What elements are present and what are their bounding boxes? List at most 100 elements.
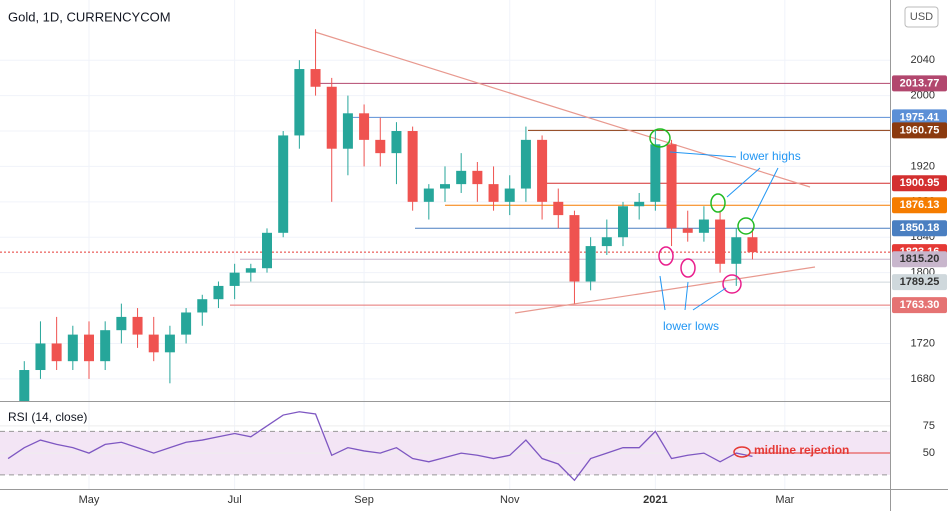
candle-body: [375, 139, 386, 154]
candle-body: [423, 188, 434, 202]
candle-body: [666, 144, 677, 229]
level-label: 1789.25: [900, 276, 940, 288]
pointer: [692, 287, 727, 311]
candle-body: [440, 184, 450, 189]
candle-body: [488, 184, 499, 202]
rsi-pane: [0, 411, 890, 482]
candle-body: [229, 272, 240, 286]
annotation: midline rejection: [754, 443, 849, 457]
candle-body: [51, 343, 62, 362]
candle-body: [181, 312, 192, 335]
x-tick-label: May: [79, 494, 100, 506]
levels: [0, 82, 890, 306]
candle-body: [618, 206, 628, 238]
pointer: [684, 281, 689, 311]
annotation: lower lows: [663, 319, 719, 333]
candle-body: [634, 201, 645, 207]
candle-body: [537, 139, 548, 202]
axes: MayJulSepNov2021Mar168017201760180018401…: [79, 54, 947, 506]
candle-body: [310, 69, 321, 87]
currency: USD: [910, 11, 933, 23]
level-box: [892, 197, 947, 214]
currency-box: [904, 6, 939, 28]
candle-body: [148, 334, 159, 353]
level-box: [892, 75, 947, 92]
candle-body: [520, 139, 531, 189]
candle-body: [35, 343, 46, 371]
x-tick-label: Jul: [228, 494, 242, 506]
level-box: [892, 251, 947, 268]
circle: [733, 446, 751, 458]
candle-body: [504, 188, 515, 202]
circle: [737, 217, 755, 235]
y-tick-label: 50: [923, 447, 935, 459]
pane-title: RSI (14, close): [8, 410, 87, 424]
candle-body: [698, 219, 709, 233]
y-tick-label: 1720: [911, 337, 935, 349]
trendline: [314, 31, 811, 188]
pointer: [669, 151, 737, 158]
pointers: [659, 151, 779, 311]
candle-body: [197, 299, 208, 313]
pointer: [659, 275, 666, 311]
level-label: 1763.30: [900, 299, 940, 311]
y-tick-label: 1920: [911, 160, 935, 172]
grid: [0, 0, 890, 489]
candle-body: [456, 170, 467, 185]
candle-body: [262, 232, 272, 269]
level-box: [892, 220, 947, 237]
circle: [649, 128, 671, 148]
highlights: [649, 128, 755, 458]
candle-body: [116, 316, 127, 331]
candle-body: [278, 135, 289, 233]
level-label: 1876.13: [900, 199, 940, 211]
circle: [680, 258, 696, 278]
x-tick-label: Sep: [354, 494, 374, 506]
level-label: 1975.41: [900, 111, 940, 123]
candle-body: [553, 201, 564, 216]
annotation: lower highs: [740, 149, 801, 163]
circle: [710, 193, 726, 213]
x-tick-label: Mar: [775, 494, 794, 506]
rsi-line: [7, 411, 753, 482]
candle-body: [472, 170, 483, 185]
candle-body: [132, 316, 143, 335]
candle-body: [342, 113, 353, 149]
candle-body: [650, 144, 661, 202]
candle-body: [601, 237, 612, 247]
candle-body: [747, 237, 758, 253]
level-label: 1850.18: [900, 222, 940, 234]
trendline: [514, 266, 816, 314]
level-box: [892, 274, 947, 291]
level-box: [892, 297, 947, 314]
candle-body: [391, 131, 402, 154]
candles: [19, 29, 758, 401]
candle-body: [569, 215, 580, 282]
candle-body: [100, 330, 111, 362]
level-label: 1960.75: [900, 124, 940, 136]
candle-body: [294, 69, 305, 136]
candle-body: [585, 246, 596, 282]
y-tick-label: 2040: [911, 54, 935, 66]
pointer: [726, 167, 761, 198]
chart-title: Gold, 1D, CURRENCYCOM: [8, 9, 171, 24]
y-tick-label: 2000: [911, 90, 935, 102]
level-box: [892, 109, 947, 126]
candle-body: [359, 113, 370, 140]
candle-body: [84, 334, 94, 362]
x-tick-label: Nov: [500, 494, 520, 506]
candle-body: [407, 131, 418, 202]
pointer: [751, 167, 779, 221]
level-label: 2013.77: [900, 77, 940, 89]
y-tick-label: 1680: [911, 373, 935, 385]
candle-body: [731, 237, 742, 264]
candle-body: [715, 219, 726, 264]
circle: [658, 246, 674, 266]
candle-body: [213, 285, 224, 300]
candle-body: [245, 268, 256, 273]
candle-body: [19, 370, 30, 401]
x-tick-label: 2021: [643, 494, 667, 506]
candle-body: [682, 228, 693, 233]
y-tick-label: 75: [923, 420, 935, 432]
